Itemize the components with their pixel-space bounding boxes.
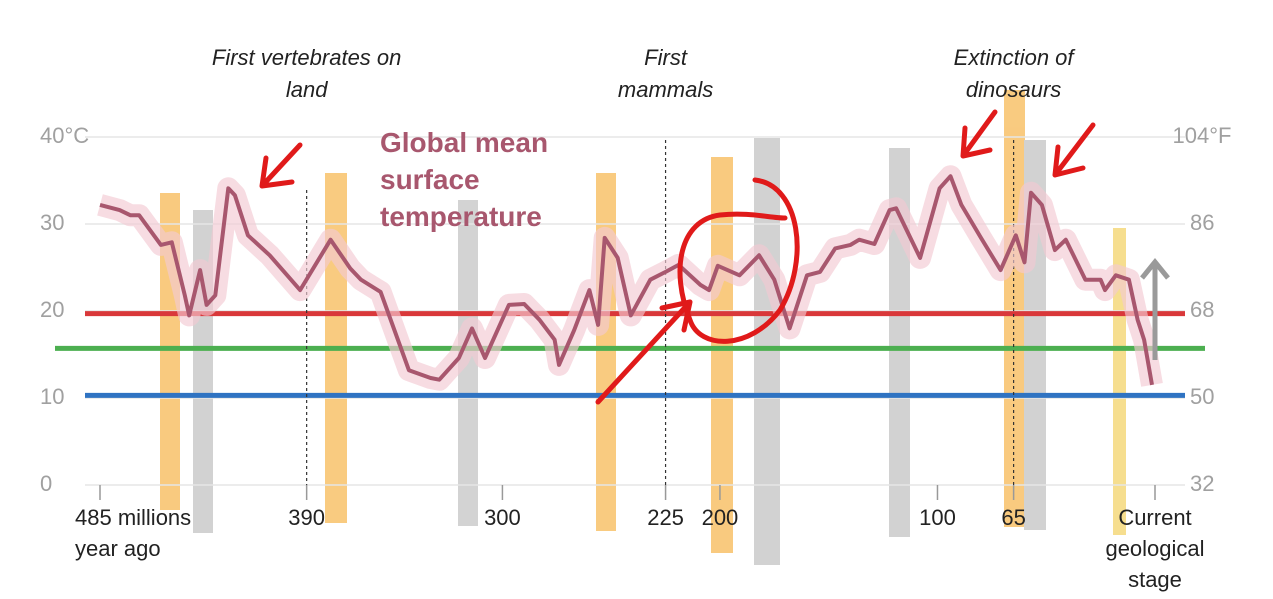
y-tick-label: 30 [40,210,64,235]
period-bar [596,173,616,531]
x-tick-label: 65 [1001,505,1026,530]
x-tick-label: 485 millions year ago [75,505,192,561]
y2-tick-label: 104°F [1173,123,1232,148]
period-bar [1113,228,1126,535]
x-tick-label: Current geological stage [1105,505,1205,592]
x-tick-label: 390 [288,505,325,530]
period-bar [754,138,780,565]
red-arrow [259,142,303,189]
y2-tick-label: 86 [1190,210,1214,235]
y-tick-label: 40°C [40,123,89,148]
y-tick-label: 0 [40,471,52,496]
y2-tick-label: 50 [1190,384,1214,409]
red-arrow [960,109,998,159]
red-circle [677,177,800,344]
annotation: First vertebrates on land [211,45,402,102]
y-tick-label: 10 [40,384,64,409]
x-tick-label: 200 [701,505,739,530]
y2-tick-label: 32 [1190,471,1214,496]
annotation: First mammals [617,45,714,102]
period-bars [160,90,1126,565]
red-arrow [1052,122,1096,178]
x-tick-label: 300 [484,505,521,530]
temperature-line [99,174,1154,386]
x-tick-label: 225 [647,505,684,530]
series-label: Global mean surface temperature [380,127,549,232]
plot [55,136,1205,500]
x-tick-label: 100 [919,505,956,530]
annotation: Extinction of dinosaurs [953,45,1074,102]
period-bar [1004,90,1025,527]
hand-annotations [259,109,1096,405]
uncertainty-band [97,165,1163,391]
y-tick-label: 20 [40,297,64,322]
gray-arrow [1140,258,1170,360]
y2-tick-label: 68 [1190,297,1214,322]
